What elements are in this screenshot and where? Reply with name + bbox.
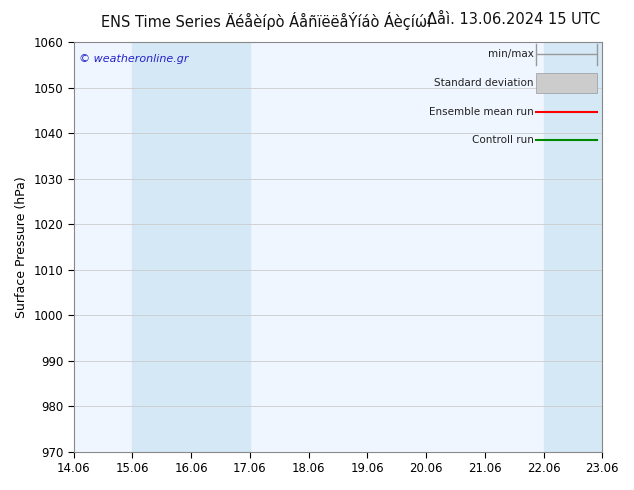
Y-axis label: Surface Pressure (hPa): Surface Pressure (hPa)	[15, 176, 28, 318]
Text: ENS Time Series Äéåèíρò ÁåñïëëåÝíáò Áèçíώí: ENS Time Series Äéåèíρò ÁåñïëëåÝíáò Áèçí…	[101, 12, 431, 30]
FancyBboxPatch shape	[536, 73, 597, 93]
Text: Ensemble mean run: Ensemble mean run	[429, 107, 534, 117]
Text: Δåì. 13.06.2024 15 UTC: Δåì. 13.06.2024 15 UTC	[427, 12, 600, 27]
Bar	[602, 42, 626, 452]
Text: © weatheronline.gr: © weatheronline.gr	[79, 54, 188, 64]
Bar	[133, 42, 191, 452]
Text: Controll run: Controll run	[472, 135, 534, 146]
Text: Standard deviation: Standard deviation	[434, 78, 534, 88]
Bar	[543, 42, 602, 452]
Text: min/max: min/max	[488, 49, 534, 59]
Bar	[191, 42, 250, 452]
